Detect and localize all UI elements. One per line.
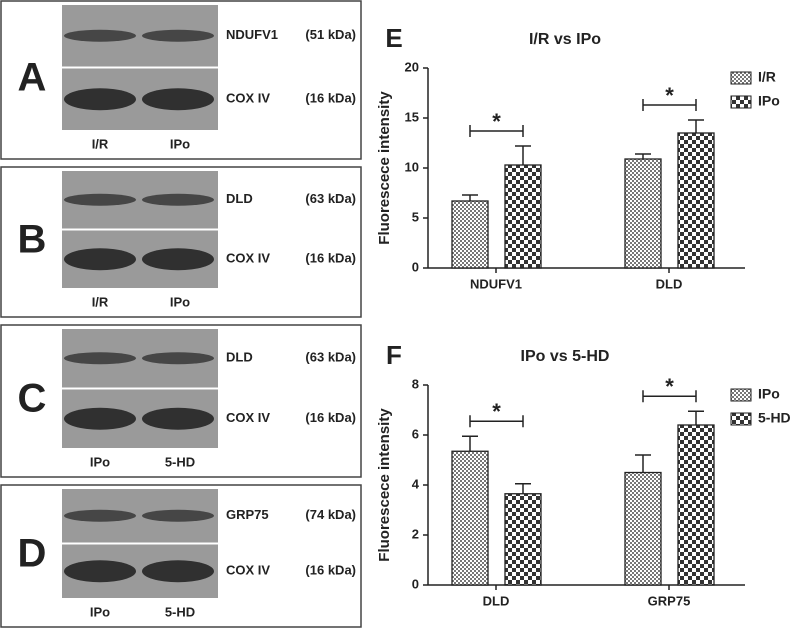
- y-tick-label: 20: [405, 59, 419, 74]
- x-tick-label: GRP75: [648, 593, 691, 608]
- protein-label: GRP75: [226, 507, 269, 522]
- band: [142, 352, 214, 365]
- band: [64, 248, 136, 271]
- sig-star: *: [492, 399, 501, 424]
- x-tick-label: DLD: [483, 593, 510, 608]
- protein-label: COX IV: [226, 410, 270, 425]
- size-label: (16 kDa): [305, 91, 356, 106]
- band: [142, 29, 214, 42]
- legend-label: IPo: [758, 93, 780, 109]
- legend-label: 5-HD: [758, 410, 791, 426]
- bar: [504, 493, 542, 586]
- panel-letter: C: [18, 377, 47, 421]
- panel-frame: [0, 324, 362, 478]
- lane-label: 5-HD: [165, 604, 195, 619]
- lane-label: I/R: [92, 136, 109, 151]
- legend-label: I/R: [758, 69, 776, 85]
- size-label: (63 kDa): [305, 350, 356, 365]
- size-label: (63 kDa): [305, 191, 356, 206]
- protein-label: NDUFV1: [226, 27, 278, 42]
- band: [142, 193, 214, 206]
- panel-letter: A: [18, 56, 47, 100]
- protein-label: COX IV: [226, 251, 270, 266]
- legend-swatch: [730, 71, 752, 85]
- legend-swatch: [730, 388, 752, 402]
- protein-label: COX IV: [226, 91, 270, 106]
- y-axis-label: Fluorescece intensity: [376, 91, 393, 245]
- band: [142, 509, 214, 522]
- protein-label: COX IV: [226, 563, 270, 578]
- bar: [624, 158, 662, 269]
- y-tick-label: 0: [412, 576, 419, 591]
- lane-label: IPo: [90, 454, 110, 469]
- lane-label: I/R: [92, 294, 109, 309]
- y-axis-label: Fluorescece intensity: [376, 408, 393, 562]
- y-tick-label: 15: [405, 109, 419, 124]
- panel-frame: [0, 0, 362, 160]
- y-tick-label: 4: [412, 476, 420, 491]
- band: [64, 560, 136, 583]
- lane-label: IPo: [170, 294, 190, 309]
- x-tick-label: NDUFV1: [470, 276, 522, 291]
- bar: [451, 450, 489, 586]
- band: [64, 509, 136, 522]
- lane-label: IPo: [170, 136, 190, 151]
- chart-title: IPo vs 5-HD: [521, 348, 610, 365]
- bar: [677, 132, 715, 269]
- legend-swatch: [730, 95, 752, 109]
- bar: [451, 200, 489, 269]
- panel-letter: D: [18, 532, 47, 576]
- legend-swatch: [730, 412, 752, 426]
- sig-star: *: [492, 109, 501, 134]
- size-label: (16 kDa): [305, 251, 356, 266]
- legend-label: IPo: [758, 386, 780, 402]
- sig-star: *: [665, 374, 674, 399]
- sig-star: *: [665, 83, 674, 108]
- x-tick-label: DLD: [656, 276, 683, 291]
- band: [64, 29, 136, 42]
- panel-letter: E: [385, 23, 402, 53]
- panel-frame: [0, 484, 362, 628]
- y-tick-label: 5: [412, 209, 419, 224]
- y-tick-label: 2: [412, 526, 419, 541]
- size-label: (16 kDa): [305, 410, 356, 425]
- band: [64, 88, 136, 111]
- size-label: (74 kDa): [305, 507, 356, 522]
- band: [142, 560, 214, 583]
- size-label: (16 kDa): [305, 563, 356, 578]
- protein-label: DLD: [226, 191, 253, 206]
- size-label: (51 kDa): [305, 27, 356, 42]
- y-tick-label: 8: [412, 376, 419, 391]
- band: [64, 352, 136, 365]
- band: [142, 407, 214, 430]
- bar: [504, 164, 542, 269]
- panel-frame: [0, 166, 362, 318]
- y-tick-label: 6: [412, 426, 419, 441]
- band: [64, 407, 136, 430]
- bar: [624, 471, 662, 586]
- y-tick-label: 10: [405, 159, 419, 174]
- chart-title: I/R vs IPo: [529, 31, 601, 48]
- protein-label: DLD: [226, 350, 253, 365]
- bar: [677, 424, 715, 586]
- band: [142, 248, 214, 271]
- band: [64, 193, 136, 206]
- panel-letter: B: [18, 218, 47, 262]
- band: [142, 88, 214, 111]
- y-tick-label: 0: [412, 259, 419, 274]
- panel-letter: F: [386, 340, 402, 370]
- lane-label: IPo: [90, 604, 110, 619]
- lane-label: 5-HD: [165, 454, 195, 469]
